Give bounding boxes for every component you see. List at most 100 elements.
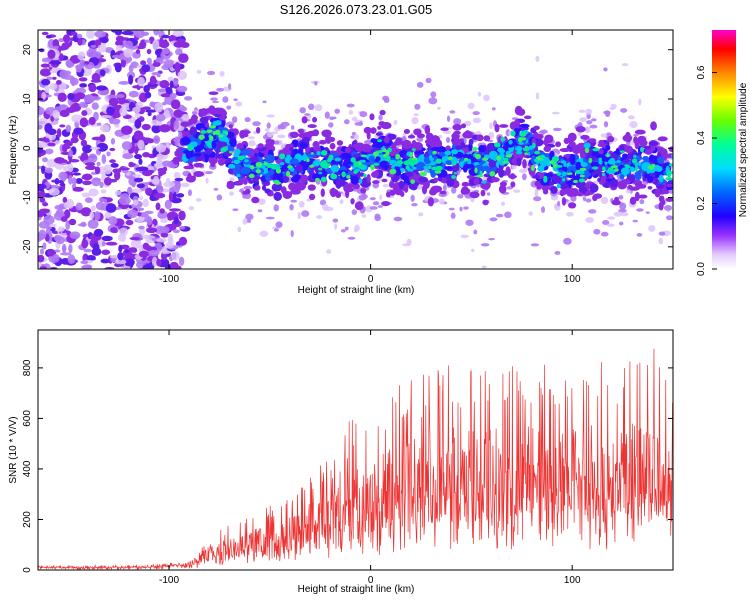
spectrogram-blob [435, 165, 443, 171]
spectrogram-blob [489, 217, 498, 222]
spectrogram-blob [424, 125, 431, 135]
spectrogram-blob [174, 136, 179, 147]
spectrogram-blob [243, 185, 253, 190]
spectrogram-blob [115, 35, 125, 42]
spectrogram-blob [650, 121, 657, 131]
spectrogram-blob [38, 183, 47, 190]
spectrogram-blob [268, 169, 275, 176]
spectrogram-blob [448, 207, 455, 211]
spectrogram-blob [184, 96, 193, 101]
spectrogram-blob [244, 159, 249, 163]
spectrogram-blob [67, 93, 75, 101]
spectrogram-blob [178, 210, 186, 221]
spectrogram-blob [71, 177, 77, 186]
spectrogram-blob [130, 61, 139, 69]
spectrogram-blob [170, 99, 181, 110]
spectrogram-blob [498, 184, 507, 194]
spectrogram-blob [618, 195, 624, 200]
spectrogram-blob [85, 165, 97, 171]
spectrogram-blob [425, 77, 432, 84]
spectrogram-blob [534, 189, 539, 197]
spectrogram-blob [437, 106, 441, 110]
spectrogram-blob [244, 188, 251, 195]
spectrogram-ytick-label: -10 [22, 190, 33, 205]
spectrogram-blob [78, 223, 87, 227]
spectrogram-blob [488, 150, 498, 160]
spectrogram-blob [169, 92, 177, 100]
spectrogram-blob [134, 154, 143, 160]
spectrogram-blob [348, 110, 354, 115]
spectrogram-blob [273, 191, 282, 202]
spectrogram-blob [329, 142, 336, 150]
spectrogram-blob [510, 130, 516, 137]
spectrogram-blob [54, 178, 60, 185]
snr-ytick-label: 400 [22, 460, 33, 477]
spectrogram-blob [81, 265, 86, 269]
spectrogram-blob [41, 31, 49, 36]
spectrogram-blob [160, 251, 168, 261]
spectrogram-blob [548, 181, 555, 186]
spectrogram-blob [609, 178, 619, 188]
spectrogram-blob [600, 133, 608, 138]
spectrogram-blob [669, 189, 673, 194]
spectrogram-blob [83, 248, 93, 253]
spectrogram-blob [360, 188, 367, 194]
spectrogram-blob [168, 208, 181, 212]
spectrogram-blob [308, 193, 316, 201]
spectrogram-blob [248, 173, 255, 179]
spectrogram-blob [75, 87, 87, 95]
spectrogram-blob [96, 142, 109, 152]
spectrogram-blob [551, 155, 560, 162]
spectrogram-blob [433, 177, 439, 183]
spectrogram-blob [344, 147, 351, 153]
spectrogram-blob [39, 266, 47, 269]
spectrogram-blob [273, 204, 279, 212]
spectrogram-blob [96, 122, 102, 126]
spectrogram-blob [643, 145, 652, 150]
spectrogram-blob [583, 142, 591, 149]
spectrogram-blob [121, 141, 133, 150]
spectrogram-blob [118, 244, 123, 253]
spectrogram-blob [174, 177, 184, 182]
spectrogram-blob [111, 54, 121, 59]
spectrogram-blob [584, 126, 591, 134]
spectrogram-blob [463, 163, 475, 169]
spectrogram-blob [125, 219, 134, 226]
spectrogram-blob [163, 59, 175, 69]
spectrogram-blob [161, 34, 170, 39]
spectrogram-blob [418, 212, 424, 217]
spectrogram-blob [455, 138, 462, 147]
spectrogram-blob [543, 139, 549, 146]
spectrogram-blob [634, 162, 642, 166]
spectrogram-blob [668, 146, 673, 153]
spectrogram-blob [580, 134, 590, 140]
spectrogram-blob [290, 125, 295, 130]
spectrogram-blob [478, 145, 486, 153]
spectrogram-blob [311, 173, 323, 180]
spectrogram-blob [255, 161, 263, 168]
spectrogram-blob [561, 196, 567, 206]
spectrogram-blob [567, 202, 577, 209]
spectrogram-blob [115, 44, 123, 51]
spectrogram-blob [52, 109, 60, 119]
spectrogram-blob [563, 237, 572, 245]
spectrogram-blob [110, 118, 121, 125]
spectrogram-blob [82, 180, 92, 186]
spectrogram-blob [578, 109, 586, 113]
spectrogram-blob [160, 217, 168, 224]
spectrogram-blob [530, 155, 537, 165]
spectrogram-blob [156, 185, 164, 194]
spectrogram-blob [562, 171, 567, 177]
spectrogram-blob [347, 236, 356, 240]
spectrogram-blob [60, 172, 67, 182]
spectrogram-blob [179, 226, 186, 230]
spectrogram-blob [189, 126, 198, 136]
spectrogram-blob [648, 224, 656, 232]
spectrogram-blob [396, 160, 404, 165]
spectrogram-blob [557, 200, 561, 207]
spectrogram-blob [217, 157, 225, 166]
spectrogram-blob [49, 69, 58, 74]
spectrogram-blob [308, 103, 315, 111]
spectrogram-blob [489, 171, 496, 177]
spectrogram-blob [357, 164, 365, 169]
